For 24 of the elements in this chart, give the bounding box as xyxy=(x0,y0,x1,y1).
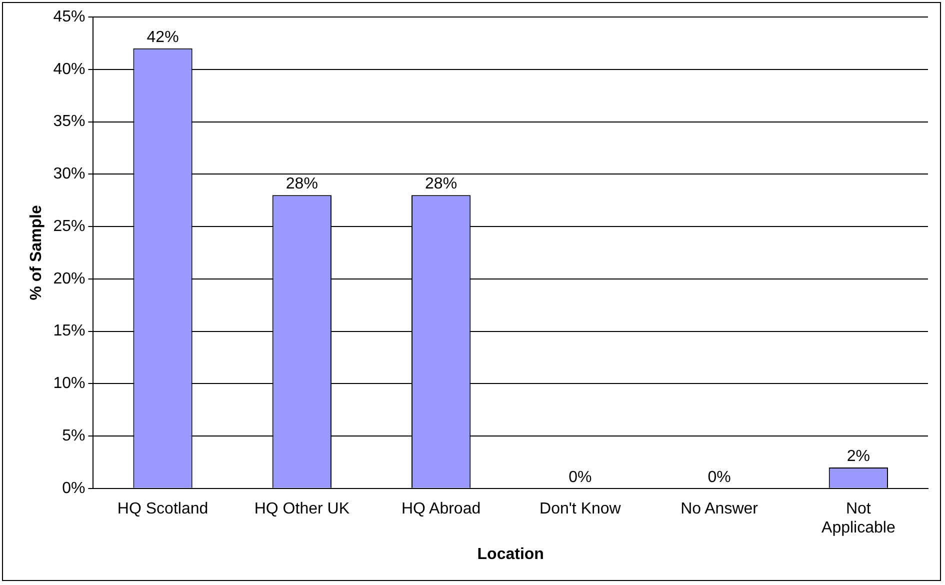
y-tick-label: 30% xyxy=(53,166,86,183)
y-tick-label: 45% xyxy=(53,8,86,26)
x-tick-label: HQ Abroad xyxy=(401,500,481,518)
data-label: 0% xyxy=(568,468,592,486)
data-label: 28% xyxy=(286,175,318,192)
y-axis-title: % of Sample xyxy=(28,205,46,300)
data-label: 0% xyxy=(708,468,731,486)
x-tick-label: HQ Scotland xyxy=(117,500,208,518)
x-tick-label: Don't Know xyxy=(540,500,622,518)
y-tick-label: 25% xyxy=(53,218,86,235)
data-label: 28% xyxy=(425,175,458,192)
y-tick-label: 10% xyxy=(53,375,86,392)
y-tick-label: 35% xyxy=(53,113,86,130)
data-label: 42% xyxy=(146,28,179,46)
x-tick-label: No Answer xyxy=(680,500,759,518)
y-tick-label: 0% xyxy=(62,480,86,497)
x-axis-title: Location xyxy=(477,546,544,563)
x-tick-label: Not Applicable xyxy=(822,500,896,537)
y-tick-label: 15% xyxy=(53,322,86,340)
y-tick-label: 5% xyxy=(62,427,86,444)
data-label: 2% xyxy=(846,448,870,465)
x-tick-label: HQ Other UK xyxy=(254,500,350,518)
y-tick-label: 20% xyxy=(53,270,86,288)
y-tick-label: 40% xyxy=(53,60,86,78)
